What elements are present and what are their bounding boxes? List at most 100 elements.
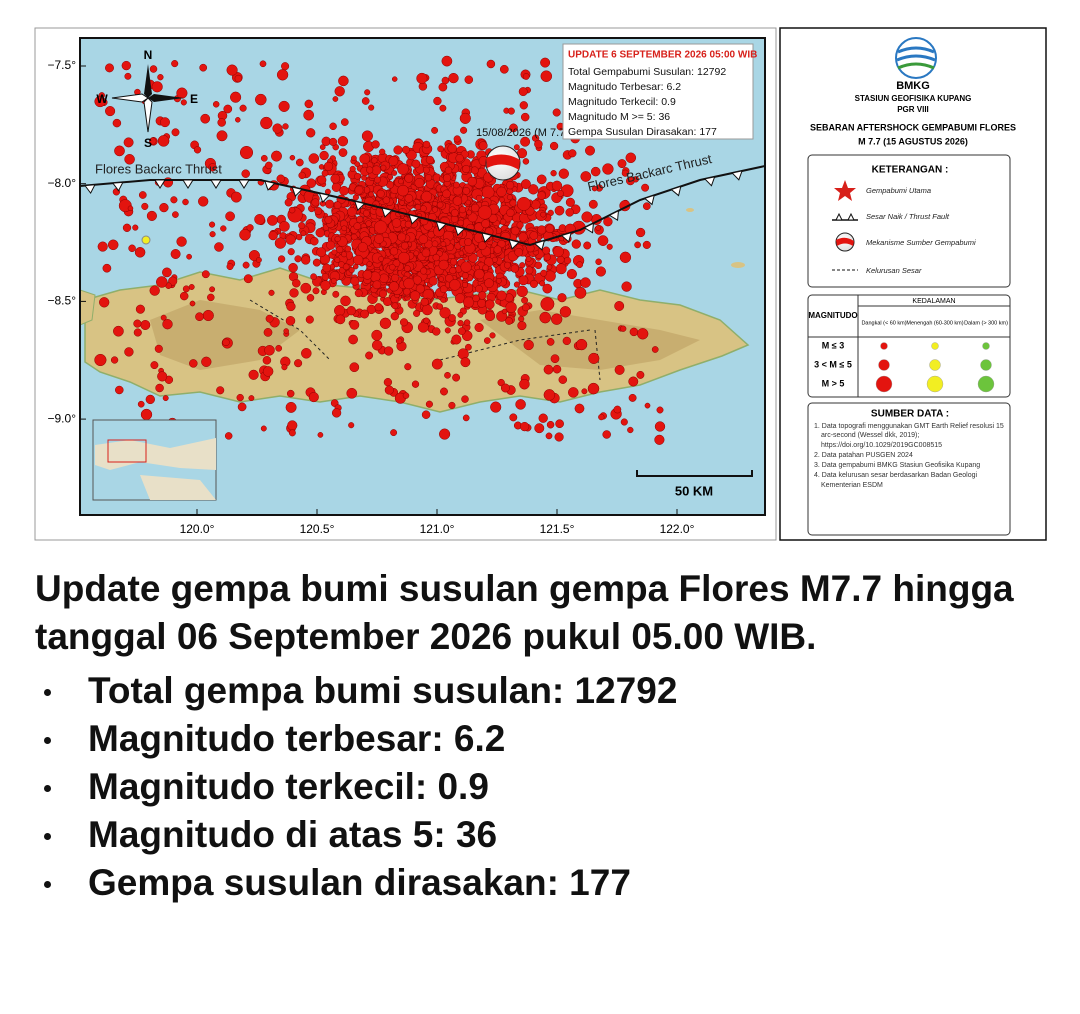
aftershock-dot: [505, 301, 517, 313]
aftershock-dot: [351, 155, 357, 162]
aftershock-dot: [566, 268, 577, 280]
aftershock-dot: [391, 170, 398, 176]
compass-s: S: [144, 136, 152, 150]
magnitude-symbol: [875, 375, 893, 393]
aftershock-dot: [519, 101, 528, 110]
aftershock-dot: [362, 209, 370, 217]
aftershock-dot: [614, 364, 625, 375]
aftershock-dot: [267, 215, 278, 226]
aftershock-dot: [463, 319, 471, 326]
aftershock-dot: [414, 177, 425, 188]
aftershock-dot: [171, 60, 179, 68]
aftershock-dot: [558, 375, 568, 384]
caption-item: Magnitudo di atas 5: 36: [44, 811, 1055, 859]
aftershock-dot: [122, 223, 132, 232]
aftershock-dot: [285, 316, 296, 326]
aftershock-dot: [364, 89, 371, 96]
bmkg-logo: [895, 37, 937, 79]
aftershock-dot: [341, 225, 348, 232]
aftershock-dot: [588, 199, 598, 209]
aftershock-dot: [537, 191, 546, 200]
aftershock-dot: [216, 386, 225, 395]
aftershock-dot: [418, 234, 429, 244]
aftershock-dot: [654, 434, 665, 445]
aftershock-dot: [312, 258, 321, 267]
aftershock-dot: [449, 258, 458, 266]
aftershock-dot: [552, 246, 564, 258]
aftershock-dot: [420, 205, 427, 212]
aftershock-dot: [403, 277, 415, 290]
magnitude-row: M > 5: [822, 378, 845, 388]
info-box: UPDATE 6 SEPTEMBER 2026 05:00 WIB Total …: [562, 43, 757, 140]
aftershock-dot: [499, 218, 507, 225]
aftershock-dot: [162, 319, 173, 330]
aftershock-dot: [602, 163, 614, 175]
aftershock-dot: [292, 278, 301, 288]
aftershock-dot: [310, 273, 317, 281]
map-area: Flores Backarc Thrust Flores Backarc Thr…: [80, 38, 765, 515]
aftershock-dot: [97, 241, 108, 252]
sources-header: SUMBER DATA :: [871, 409, 949, 420]
info-title: UPDATE 6 SEPTEMBER 2026 05:00 WIB: [568, 50, 757, 61]
aftershock-dot: [188, 284, 195, 290]
aftershock-dot: [521, 296, 529, 304]
aftershock-dot: [460, 357, 471, 368]
aftershock-dot: [288, 429, 296, 437]
aftershock-dot: [632, 176, 639, 183]
aftershock-dot: [315, 228, 325, 238]
aftershock-dot: [336, 246, 344, 254]
fault-label: Flores Backarc Thrust: [95, 161, 222, 176]
aftershock-dot: [272, 123, 283, 134]
aftershock-dot: [383, 378, 393, 387]
aftershock-dot: [444, 166, 453, 175]
aftershock-dot: [260, 154, 268, 162]
aftershock-dot: [254, 214, 265, 225]
aftershock-dot: [520, 179, 531, 190]
aftershock-dot: [597, 235, 609, 246]
aftershock-dot: [555, 263, 567, 275]
axes: −7.5° −8.0° −8.5° −9.0° 120.0° 120.5° 121.0° 12…: [48, 58, 695, 536]
aftershock-dot: [489, 332, 496, 339]
fault-tooth: [264, 180, 276, 191]
source-item: 4. Data kelurusan sesar berdasarkan Bada…: [814, 472, 978, 489]
info-line: Magnitudo Terkecil: 0.9: [568, 96, 676, 108]
aftershock-dot: [510, 264, 519, 273]
aftershock-dot: [497, 378, 505, 387]
aftershock-dot: [568, 149, 577, 158]
aftershock-dot: [379, 273, 389, 284]
aftershock-dot: [255, 257, 262, 263]
aftershock-dot: [431, 206, 439, 213]
aftershock-dot: [180, 99, 187, 106]
aftershock-dot: [346, 306, 356, 316]
aftershock-dot: [542, 283, 553, 294]
aftershock-dot: [123, 137, 134, 148]
aftershock-dot: [361, 130, 373, 142]
aftershock-dot: [198, 196, 209, 207]
aftershock-dot: [314, 207, 323, 215]
aftershock-dot: [411, 159, 421, 169]
aftershock-dot: [509, 413, 518, 422]
aftershock-dot: [321, 169, 329, 177]
aftershock-dot: [576, 261, 584, 269]
aftershock-dot: [262, 366, 274, 377]
aftershock-dot: [466, 209, 472, 216]
aftershock-dot: [255, 93, 267, 106]
aftershock-dot: [467, 176, 477, 187]
aftershock-dot: [124, 154, 135, 165]
aftershock-dot: [491, 256, 498, 263]
aftershock-dot: [371, 140, 380, 149]
aftershock-dot: [520, 136, 531, 147]
aftershock-dot: [627, 426, 634, 434]
aftershock-dot: [338, 148, 348, 157]
fault-tooth: [238, 179, 250, 189]
aftershock-dot: [641, 183, 650, 192]
aftershock-dot: [344, 245, 352, 253]
aftershock-dot: [514, 247, 524, 257]
aftershock-dot: [516, 196, 531, 211]
aftershock-dot: [271, 150, 282, 162]
aftershock-dot: [353, 254, 364, 266]
aftershock-dot: [563, 256, 572, 265]
compass-w: W: [96, 92, 108, 106]
aftershock-dot: [332, 96, 339, 102]
aftershock-dot: [537, 225, 547, 235]
